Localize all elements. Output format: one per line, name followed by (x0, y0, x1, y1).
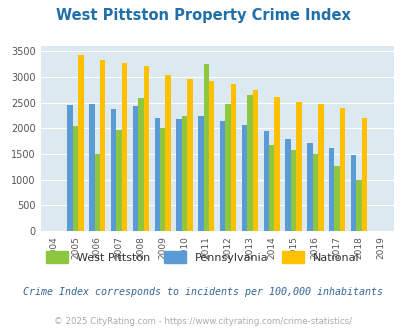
Bar (355, 180, 361, 231)
Bar (154, 118, 160, 231)
Bar (116, 130, 121, 231)
Bar (176, 119, 181, 231)
Bar (274, 97, 279, 231)
Bar (317, 104, 323, 231)
Bar (334, 166, 339, 231)
Bar (160, 128, 165, 231)
Bar (361, 117, 366, 231)
Bar (230, 84, 236, 231)
Bar (296, 102, 301, 231)
Bar (252, 90, 258, 231)
Text: © 2025 CityRating.com - https://www.cityrating.com/crime-statistics/: © 2025 CityRating.com - https://www.city… (54, 317, 351, 326)
Bar (67, 105, 72, 231)
Bar (181, 115, 187, 231)
Bar (165, 76, 171, 231)
Bar (209, 81, 214, 231)
Bar (187, 79, 192, 231)
Bar (78, 55, 83, 231)
Bar (94, 154, 100, 231)
Legend: West Pittston, Pennsylvania, National: West Pittston, Pennsylvania, National (46, 251, 359, 263)
Bar (122, 63, 127, 231)
Bar (198, 116, 203, 231)
Text: West Pittston Property Crime Index: West Pittston Property Crime Index (55, 8, 350, 23)
Bar (307, 143, 312, 231)
Bar (328, 148, 334, 231)
Bar (312, 154, 317, 231)
Bar (203, 64, 209, 231)
Bar (350, 154, 355, 231)
Bar (111, 109, 116, 231)
Bar (220, 121, 225, 231)
Bar (241, 125, 247, 231)
Bar (138, 98, 143, 231)
Text: Crime Index corresponds to incidents per 100,000 inhabitants: Crime Index corresponds to incidents per… (23, 287, 382, 297)
Bar (72, 126, 78, 231)
Bar (290, 150, 296, 231)
Bar (225, 104, 230, 231)
Bar (285, 139, 290, 231)
Bar (339, 108, 345, 231)
Bar (247, 95, 252, 231)
Bar (132, 106, 138, 231)
Bar (269, 145, 274, 231)
Bar (263, 131, 269, 231)
Bar (89, 104, 94, 231)
Bar (143, 66, 149, 231)
Bar (100, 59, 105, 231)
